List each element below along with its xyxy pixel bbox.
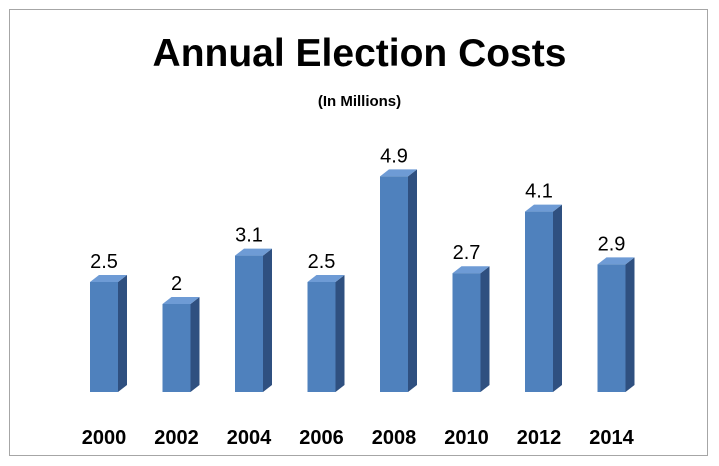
data-label: 2 xyxy=(171,273,182,295)
bar-side xyxy=(553,204,562,392)
data-label: 4.9 xyxy=(380,145,408,167)
bars-group xyxy=(90,169,635,392)
data-label: 3.1 xyxy=(235,225,263,247)
x-tick-label: 2014 xyxy=(589,427,634,449)
data-label: 2.7 xyxy=(453,242,481,264)
bar-front xyxy=(380,176,408,392)
chart-title: Annual Election Costs xyxy=(152,32,567,75)
bar xyxy=(597,257,635,392)
bar-side xyxy=(118,275,127,392)
bar xyxy=(162,297,200,392)
data-label: 2.5 xyxy=(90,251,118,273)
bar-side xyxy=(335,275,345,392)
bar xyxy=(235,248,272,392)
bar-front xyxy=(452,273,481,392)
bar-front xyxy=(235,255,263,392)
bar-top xyxy=(162,297,200,304)
bar-top xyxy=(452,266,490,274)
bar-top xyxy=(307,275,345,282)
bar-top xyxy=(525,204,562,212)
bar xyxy=(452,266,490,392)
data-label: 2.9 xyxy=(598,233,626,255)
bar-front xyxy=(597,264,626,392)
x-tick-label: 2008 xyxy=(372,427,417,449)
bar-top xyxy=(597,257,635,265)
data-label: 2.5 xyxy=(308,251,336,273)
bar xyxy=(90,275,127,392)
bar-top xyxy=(380,169,417,177)
x-tick-label: 2004 xyxy=(227,427,272,449)
bar xyxy=(525,204,562,392)
bar xyxy=(380,169,417,392)
x-tick-label: 2010 xyxy=(444,427,489,449)
bar-side xyxy=(263,248,272,392)
x-tick-label: 2006 xyxy=(299,427,344,449)
bar-top xyxy=(235,248,272,256)
chart-subtitle: (In Millions) xyxy=(317,93,402,110)
category-labels-group: 2000 2002 2004 2006 2008 2010 2012 2014 xyxy=(82,427,635,449)
bar-front xyxy=(307,282,336,392)
bar-front xyxy=(90,282,118,392)
bar-front xyxy=(525,211,553,392)
bar-side xyxy=(190,297,200,392)
bar-front xyxy=(162,304,191,392)
x-tick-label: 2000 xyxy=(82,427,127,449)
bar-side xyxy=(625,257,635,392)
x-tick-label: 2012 xyxy=(517,427,562,449)
data-label: 4.1 xyxy=(525,181,553,203)
x-tick-label: 2002 xyxy=(154,427,199,449)
bar-top xyxy=(90,275,127,282)
bar-side xyxy=(480,266,490,392)
value-labels-group: 2.5 2 3.1 2.5 4.9 2.7 4.1 2.9 xyxy=(90,145,625,295)
bar xyxy=(307,275,345,392)
bar-side xyxy=(408,169,417,392)
